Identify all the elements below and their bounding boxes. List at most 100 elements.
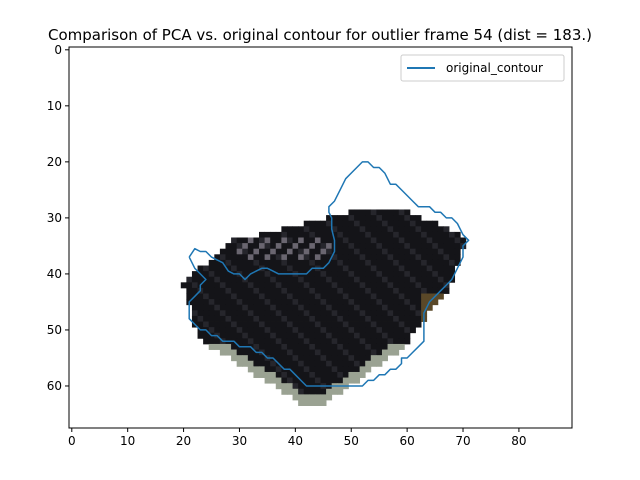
image-pixel [247,237,254,244]
image-pixel [404,215,411,222]
image-pixel [387,254,394,261]
image-pixel [421,293,428,300]
image-pixel [264,315,271,322]
image-pixel [225,243,232,250]
image-pixel [409,215,416,222]
image-pixel [381,209,388,216]
image-pixel [314,271,321,278]
image-pixel [348,259,355,266]
image-pixel [298,299,305,306]
image-pixel [253,299,260,306]
image-pixel [208,310,215,317]
image-pixel [370,226,377,233]
image-pixel [320,287,327,294]
image-pixel [275,377,282,384]
image-pixel [365,215,372,222]
image-pixel [303,321,310,328]
image-pixel [253,243,260,250]
image-pixel [314,276,321,283]
image-pixel [326,265,333,272]
image-pixel [331,321,338,328]
image-pixel [309,360,316,367]
image-pixel [303,304,310,311]
image-pixel [354,265,361,272]
image-pixel [275,355,282,362]
image-pixel [320,237,327,244]
image-pixel [337,243,344,250]
image-pixel [398,332,405,339]
image-pixel [348,321,355,328]
image-pixel [426,243,433,250]
image-pixel [404,226,411,233]
image-pixel [348,332,355,339]
image-pixel [231,259,238,266]
image-pixel [326,327,333,334]
image-pixel [359,338,366,345]
image-pixel [286,332,293,339]
image-pixel [370,287,377,294]
image-pixel [281,282,288,289]
image-pixel [421,282,428,289]
image-pixel [236,265,243,272]
image-pixel [275,332,282,339]
image-pixel [387,327,394,334]
image-pixel [242,310,249,317]
image-pixel [326,248,333,255]
image-pixel [247,360,254,367]
image-pixel [387,321,394,328]
image-pixel [370,304,377,311]
image-pixel [331,265,338,272]
image-pixel [432,271,439,278]
image-pixel [303,226,310,233]
image-pixel [376,315,383,322]
image-pixel [370,276,377,283]
image-pixel [225,310,232,317]
image-pixel [242,282,249,289]
image-pixel [432,265,439,272]
image-pixel [359,332,366,339]
image-pixel [359,226,366,233]
image-pixel [225,327,232,334]
image-pixel [404,315,411,322]
image-pixel [292,360,299,367]
image-pixel [337,282,344,289]
legend: original_contour [400,54,565,82]
image-pixel [303,265,310,272]
image-pixel [359,321,366,328]
image-pixel [264,259,271,266]
image-pixel [281,287,288,294]
image-pixel [331,327,338,334]
image-pixel [421,287,428,294]
image-pixel [286,338,293,345]
image-pixel [225,321,232,328]
image-pixel [292,327,299,334]
image-pixel [314,338,321,345]
image-pixel [359,243,366,250]
image-pixel [393,338,400,345]
image-pixel [208,293,215,300]
y-tick-label: 40 [47,267,62,281]
image-pixel [303,366,310,373]
image-pixel [359,254,366,261]
image-pixel [219,315,226,322]
image-pixel [253,360,260,367]
image-pixel [242,293,249,300]
image-pixel [275,287,282,294]
image-pixel [264,377,271,384]
image-pixel [231,276,238,283]
image-pixel [404,209,411,216]
image-pixel [326,355,333,362]
image-pixel [359,371,366,378]
image-pixel [348,338,355,345]
image-pixel [247,310,254,317]
image-pixel [404,248,411,255]
image-pixel [314,231,321,238]
image-pixel [342,377,349,384]
image-pixel [320,248,327,255]
image-pixel [354,220,361,227]
image-pixel [348,226,355,233]
image-pixel [242,248,249,255]
image-pixel [214,282,221,289]
image-pixel [370,293,377,300]
image-pixel [381,215,388,222]
